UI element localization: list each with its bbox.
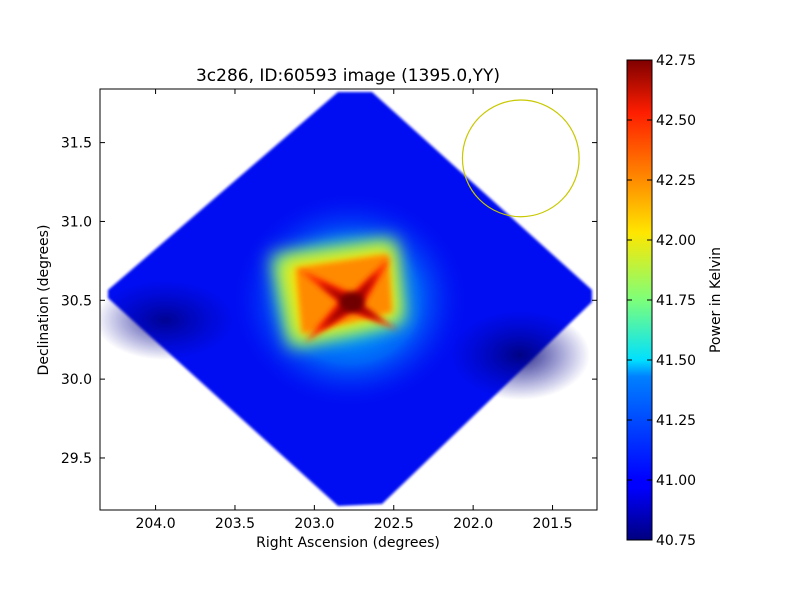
y-tick-label: 30.0 bbox=[61, 372, 92, 388]
y-axis-label: Declination (degrees) bbox=[36, 225, 52, 376]
y-axis-ticks: 29.5 30.0 30.5 31.0 31.5 bbox=[61, 136, 597, 467]
dark-lobe-se bbox=[450, 310, 590, 400]
colorbar-tick-label: 40.75 bbox=[656, 533, 696, 549]
colorbar-tick-label: 41.50 bbox=[656, 353, 696, 369]
colorbar-ticks: 40.75 41.00 41.25 41.50 41.75 42.00 42.25 42.50… bbox=[627, 53, 696, 549]
colorbar-tick-label: 41.75 bbox=[656, 293, 696, 309]
colorbar-tick-label: 41.25 bbox=[656, 413, 696, 429]
x-tick-label: 204.0 bbox=[136, 516, 176, 532]
y-tick-label: 31.0 bbox=[61, 214, 92, 230]
heatmap-image bbox=[100, 92, 592, 506]
x-tick-label: 202.5 bbox=[374, 516, 414, 532]
colorbar-tick-label: 42.00 bbox=[656, 233, 696, 249]
x-tick-label: 201.5 bbox=[532, 516, 572, 532]
colorbar-tick-label: 42.50 bbox=[656, 113, 696, 129]
colorbar-tick-label: 42.75 bbox=[656, 53, 696, 69]
x-axis-label: Right Ascension (degrees) bbox=[256, 535, 440, 551]
y-tick-label: 29.5 bbox=[61, 451, 92, 467]
x-tick-label: 203.0 bbox=[294, 516, 334, 532]
dark-lobe-w bbox=[100, 280, 235, 360]
beam-circle bbox=[461, 99, 580, 218]
x-tick-label: 203.5 bbox=[215, 516, 255, 532]
y-tick-label: 30.5 bbox=[61, 293, 92, 309]
source-peak bbox=[340, 292, 364, 312]
colorbar-tick-label: 41.00 bbox=[656, 473, 696, 489]
x-tick-label: 202.0 bbox=[453, 516, 493, 532]
chart-title: 3c286, ID:60593 image (1395.0,YY) bbox=[196, 66, 500, 86]
colorbar-tick-label: 42.25 bbox=[656, 173, 696, 189]
plot-frame bbox=[99, 88, 598, 511]
x-axis-ticks: 204.0 203.5 203.0 202.5 202.0 201.5 bbox=[136, 89, 573, 532]
y-tick-label: 31.5 bbox=[61, 136, 92, 152]
colorbar-label: Power in Kelvin bbox=[708, 247, 724, 353]
